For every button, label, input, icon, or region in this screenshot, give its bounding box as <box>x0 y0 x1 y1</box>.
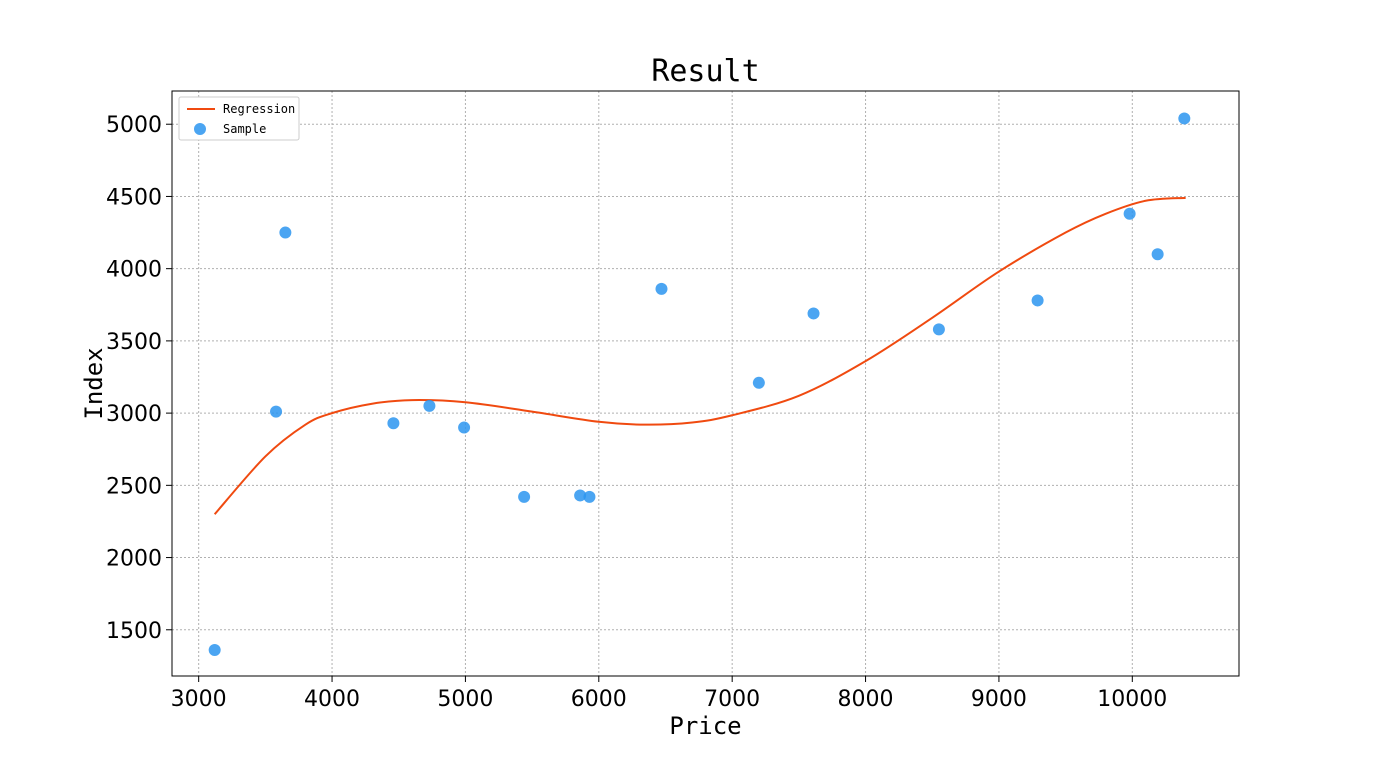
y-tick-label: 4500 <box>106 185 162 210</box>
grid-lines <box>172 91 1239 676</box>
sample-point <box>807 307 820 320</box>
y-tick-label: 2000 <box>106 547 162 572</box>
x-tick-label: 6000 <box>571 687 627 712</box>
y-axis-label: Index <box>80 347 108 419</box>
sample-point <box>208 644 221 656</box>
x-tick-label: 3000 <box>171 687 227 712</box>
sample-point <box>1123 207 1136 220</box>
legend-box <box>178 96 300 141</box>
y-tick-label: 3500 <box>106 330 162 355</box>
sample-point <box>655 282 668 295</box>
sample-point <box>932 323 945 336</box>
sample-point <box>752 376 765 389</box>
sample-point <box>574 489 587 502</box>
series-layer <box>208 112 1191 656</box>
sample-point <box>458 421 471 434</box>
x-tick-label: 5000 <box>437 687 493 712</box>
legend: Regression Sample <box>178 96 300 141</box>
sample-point <box>270 405 283 418</box>
legend-regression-label: Regression <box>223 102 295 116</box>
chart-title: Result <box>651 54 759 89</box>
y-tick-label: 2500 <box>106 474 162 499</box>
sample-point <box>518 490 531 503</box>
y-tick-label: 1500 <box>106 619 162 644</box>
sample-point <box>423 399 436 412</box>
x-tick-label: 9000 <box>971 687 1027 712</box>
y-tick-label: 4000 <box>106 258 162 283</box>
plot-area <box>171 90 1240 677</box>
sample-point <box>387 417 400 430</box>
y-tick-label: 5000 <box>106 113 162 138</box>
sample-point <box>583 490 596 503</box>
axis-ticks: 3000 4000 5000 6000 7000 8000 9000 10000 1500 200… <box>106 113 1167 712</box>
x-tick-label: 8000 <box>838 687 894 712</box>
legend-sample-label: Sample <box>223 122 266 136</box>
x-tick-label: 4000 <box>304 687 360 712</box>
sample-point <box>1031 294 1044 307</box>
regression-line <box>213 196 1186 515</box>
legend-sample-swatch <box>194 123 206 135</box>
y-tick-label: 3000 <box>106 402 162 427</box>
x-axis-label: Price <box>669 712 741 740</box>
sample-point <box>1178 112 1191 125</box>
sample-point <box>279 226 292 239</box>
x-tick-label: 10000 <box>1097 687 1167 712</box>
x-tick-label: 7000 <box>704 687 760 712</box>
sample-point <box>1151 248 1164 261</box>
